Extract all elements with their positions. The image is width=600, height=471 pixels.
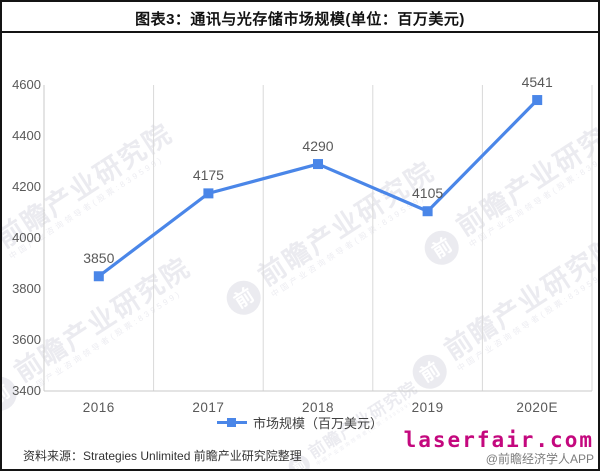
data-point-marker	[422, 206, 433, 217]
x-tick-label: 2019	[411, 400, 444, 415]
title-divider	[2, 31, 598, 33]
app-credit: @前瞻经济学人APP	[485, 452, 594, 466]
series-line	[97, 98, 539, 278]
data-point-label: 4175	[192, 167, 224, 184]
chart-title: 图表3：通讯与光存储市场规模(单位：百万美元)	[135, 11, 465, 28]
data-point-marker	[203, 188, 214, 199]
x-tick-label: 2020E	[516, 400, 558, 415]
site-watermark: laserfair.com	[403, 428, 594, 452]
y-tick-label: 4600	[12, 77, 41, 92]
data-point-label: 4541	[521, 74, 553, 91]
data-point-label: 3850	[83, 250, 115, 267]
y-tick-label: 4200	[12, 179, 41, 194]
legend-label: 市场规模（百万美元）	[252, 416, 383, 431]
data-point-label: 4105	[412, 185, 444, 202]
data-point-marker	[313, 159, 323, 170]
legend: 市场规模（百万美元）	[2, 413, 598, 432]
source-note: 资料来源：Strategies Unlimited 前瞻产业研究院整理	[23, 449, 302, 463]
y-tick-label: 3800	[12, 281, 41, 296]
x-tick-label: 2017	[192, 400, 225, 415]
x-tick-label: 2018	[301, 400, 335, 415]
data-point-label: 4290	[302, 138, 334, 155]
legend-line-marker-icon	[216, 418, 247, 427]
data-point-marker	[93, 271, 104, 282]
y-tick-label: 4000	[12, 230, 41, 245]
y-tick-label: 3400	[12, 383, 41, 398]
x-tick-label: 2016	[82, 400, 115, 415]
data-point-marker	[532, 95, 543, 106]
y-tick-label: 3600	[12, 332, 41, 347]
y-tick-label: 4400	[12, 128, 41, 143]
